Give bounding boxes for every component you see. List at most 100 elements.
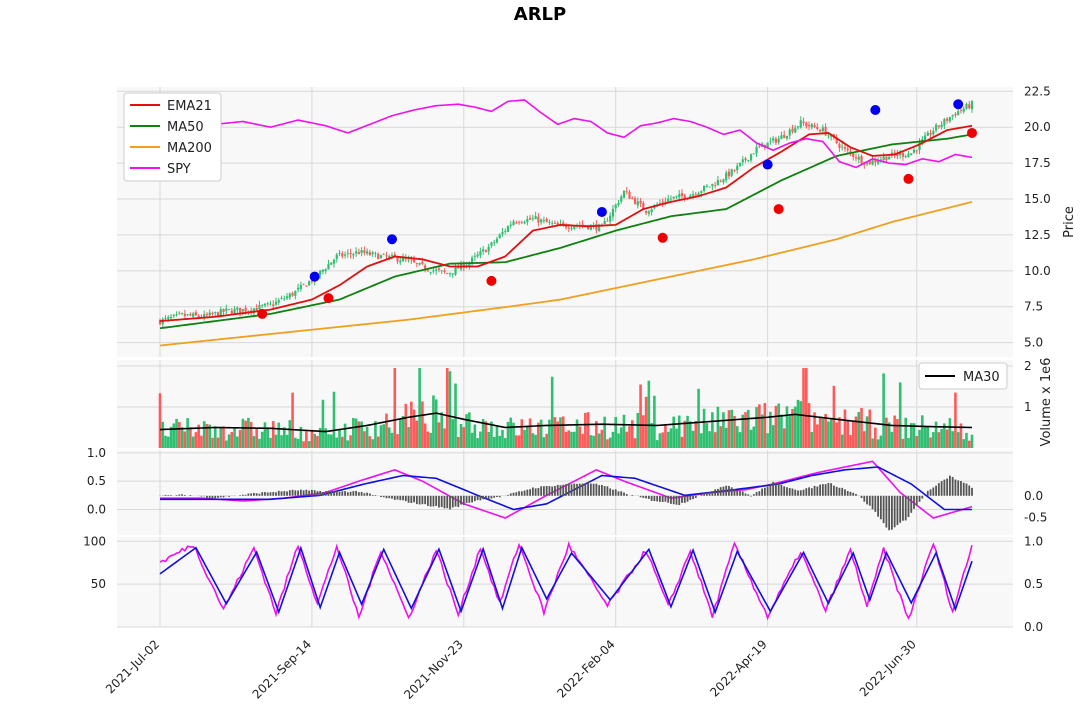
macd-hist-bar: [766, 486, 769, 496]
candle-body: [222, 309, 225, 313]
macd-hist-bar: [454, 495, 457, 507]
candle-body: [454, 267, 457, 275]
candle-body: [835, 137, 838, 143]
candle-body: [678, 194, 681, 198]
macd-hist-bar: [247, 493, 250, 496]
macd-hist-bar: [369, 493, 371, 496]
macd-hist-bar: [736, 490, 739, 496]
macd-hist-bar: [559, 485, 562, 496]
volume-bar: [705, 423, 709, 448]
volume-bar: [374, 421, 377, 448]
volume-bar: [387, 427, 391, 448]
candle-body: [827, 135, 830, 137]
macd-hist-bar: [570, 484, 573, 496]
volume-bar: [468, 412, 471, 448]
volume-bar: [597, 433, 601, 448]
volume-bar: [454, 383, 457, 448]
candle-body: [327, 264, 330, 270]
volume-bar: [426, 431, 430, 448]
macd-hist-bar: [391, 495, 393, 499]
macd-hist-bar: [471, 495, 473, 503]
volume-bar: [396, 434, 399, 448]
candle-body: [885, 156, 888, 161]
volume-bar: [178, 421, 181, 448]
macd-hist-bar: [438, 495, 440, 508]
volume-bar: [324, 428, 328, 448]
volume-bar: [669, 428, 673, 448]
volume-bar: [788, 416, 792, 448]
macd-hist-bar: [949, 475, 951, 496]
volume-bar: [495, 425, 499, 448]
candle-body: [495, 238, 499, 243]
volume-tick-label: 2: [1024, 359, 1032, 373]
candle-body: [473, 255, 476, 257]
volume-bar: [244, 420, 247, 448]
macd-hist-bar: [250, 493, 253, 496]
macd-hist-bar: [755, 492, 758, 496]
candle-body: [730, 169, 733, 176]
volume-bar: [907, 438, 910, 448]
volume-bar: [266, 427, 270, 448]
volume-bar: [567, 430, 571, 448]
volume-bar: [277, 422, 281, 448]
macd-hist-bar: [705, 492, 708, 496]
candle-body: [216, 312, 220, 316]
candle-body: [791, 128, 794, 132]
macd-hist-bar: [485, 495, 487, 499]
volume-bar: [816, 424, 819, 448]
volume-bar: [445, 368, 449, 448]
volume-bar: [840, 434, 844, 448]
volume-bar: [556, 421, 560, 448]
volume-bar: [528, 418, 532, 448]
macd-hist-bar: [659, 495, 661, 502]
candle-body: [537, 216, 540, 223]
macd-hist-bar: [305, 489, 308, 496]
red-marker: [967, 127, 977, 138]
candle-body: [288, 293, 291, 298]
volume-bar: [793, 406, 797, 448]
volume-bar: [818, 417, 822, 448]
candle-body: [225, 308, 228, 311]
volume-bar: [625, 431, 629, 448]
volume-bar: [316, 435, 319, 448]
candle-body: [377, 254, 380, 260]
macd-hist-bar: [374, 495, 377, 496]
volume-bar: [233, 428, 236, 448]
volume-bar: [691, 430, 695, 448]
volume-bar: [271, 421, 275, 448]
macd-hist-bar: [534, 488, 537, 496]
volume-bar: [490, 421, 493, 448]
blue-marker: [870, 104, 881, 115]
candle-body: [697, 193, 700, 197]
candle-body: [562, 222, 565, 225]
macd-hist-bar: [592, 483, 595, 496]
red-marker: [486, 275, 497, 286]
macd-hist-bar: [385, 495, 388, 499]
volume-bar: [871, 438, 874, 448]
candle-body: [705, 185, 708, 187]
macd-hist-bar: [645, 495, 647, 499]
macd-hist-bar: [877, 495, 879, 517]
macd-hist-bar: [733, 488, 736, 496]
macd-hist-bar: [833, 485, 835, 496]
macd-hist-bar: [352, 491, 355, 496]
macd-hist-bar: [708, 492, 711, 496]
volume-bar: [230, 431, 234, 448]
macd-hist-bar: [741, 491, 744, 496]
candle-body: [192, 313, 195, 317]
macd-hist-bar: [556, 484, 559, 496]
macd-hist-bar: [189, 495, 192, 496]
macd-hist-bar: [208, 495, 211, 498]
candle-body: [244, 307, 247, 312]
candle-body: [230, 310, 233, 314]
candle-body: [272, 304, 275, 306]
candle-body: [816, 126, 819, 129]
volume-bar: [376, 436, 380, 448]
macd-hist-bar: [813, 485, 816, 496]
red-marker: [903, 173, 914, 184]
volume-bar: [799, 401, 803, 448]
volume-bar: [398, 418, 402, 448]
macd-hist-bar: [288, 490, 291, 496]
macd-panel: [117, 450, 1013, 535]
candle-body: [410, 259, 413, 261]
